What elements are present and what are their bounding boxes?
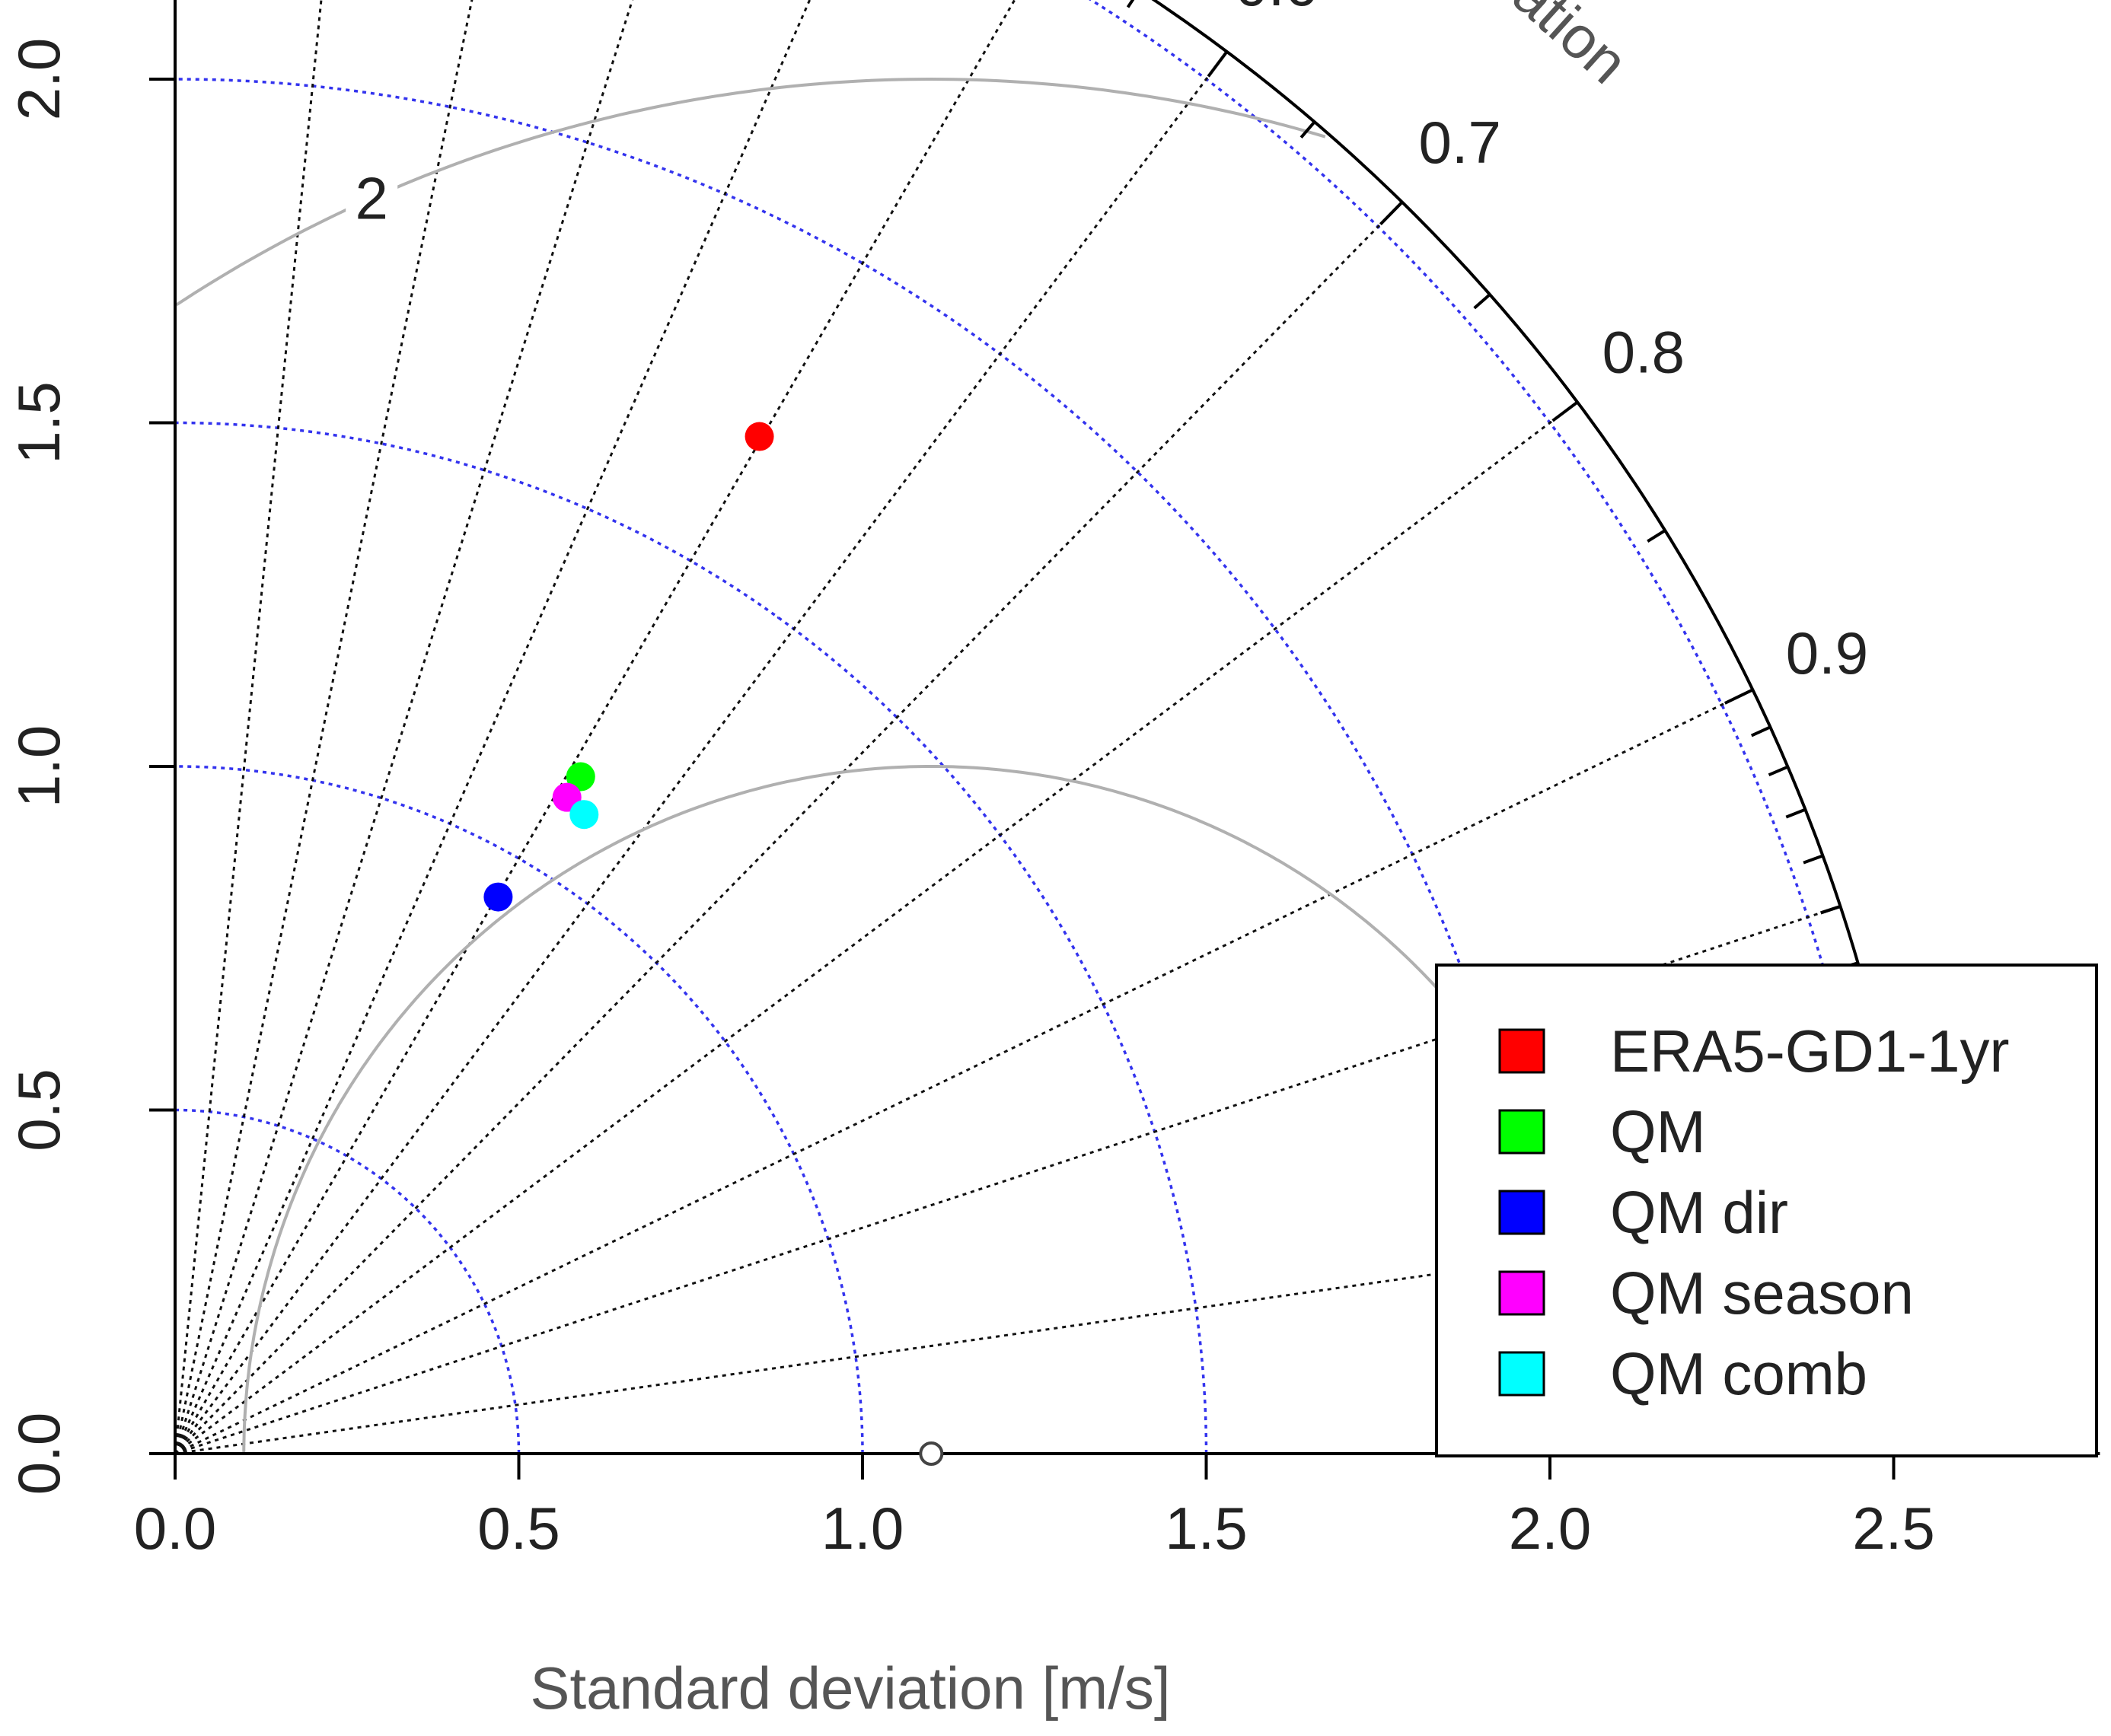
- y-axis-tick-label: 1.5: [5, 381, 72, 463]
- data-point: [566, 762, 595, 792]
- correlation-label: 0.6: [1235, 0, 1317, 18]
- correlation-tick: [1803, 854, 1824, 865]
- correlation-ray: [174, 0, 474, 1454]
- correlation-label: 0.8: [1602, 318, 1685, 385]
- x-axis-tick-label: 0.5: [477, 1495, 560, 1562]
- correlation-ray: [174, 0, 812, 1454]
- legend-label: ERA5-GD1-1yr: [1610, 1018, 2009, 1085]
- legend-swatch: [1498, 1351, 1545, 1397]
- y-axis-tick-label: 0.0: [5, 1413, 72, 1495]
- data-points: [483, 422, 774, 912]
- legend-label: QM comb: [1610, 1340, 1867, 1407]
- correlation-tick: [1473, 293, 1491, 310]
- rmsd-label-bg: [346, 161, 398, 225]
- correlation-tick: [1768, 765, 1789, 777]
- legend-swatch: [1498, 1028, 1545, 1074]
- x-axis-tick-label: 1.0: [821, 1495, 904, 1562]
- x-axis-title: Standard deviation [m/s]: [530, 1655, 1170, 1722]
- correlation-tick: [1750, 725, 1771, 737]
- legend: ERA5-GD1-1yr QM QM dir QM season QM comb: [1435, 964, 2098, 1457]
- correlation-label: 0.7: [1418, 109, 1500, 176]
- correlation-tick: [1299, 120, 1316, 139]
- legend-label: QM season: [1610, 1260, 1914, 1327]
- data-point: [569, 800, 599, 830]
- y-axis-tick-label: 1.0: [5, 725, 72, 807]
- reference-point: [919, 1441, 944, 1466]
- correlation-tick: [1551, 400, 1579, 422]
- y-axis-tick-label: 2.0: [5, 38, 72, 120]
- correlation-ray: [174, 0, 634, 1454]
- correlation-ray: [174, 401, 1579, 1455]
- legend-swatch: [1498, 1109, 1545, 1155]
- legend-label: QM: [1610, 1098, 1706, 1165]
- axes-layer: 0.10.20.30.40.50.60.70.80.90.00.51.01.52…: [5, 0, 2100, 1562]
- rmsd-contour-label: 2: [356, 164, 388, 231]
- sd-circle: [174, 78, 1551, 1454]
- correlation-tick: [1379, 201, 1404, 225]
- x-axis-tick-label: 1.5: [1165, 1495, 1247, 1562]
- correlation-tick: [1785, 807, 1806, 819]
- y-axis-tick-label: 0.5: [5, 1069, 72, 1151]
- correlation-ray: [174, 50, 1228, 1454]
- correlation-ray: [174, 688, 1754, 1455]
- correlation-ray: [174, 0, 1016, 1454]
- legend-swatch: [1498, 1190, 1545, 1235]
- data-point: [483, 882, 513, 912]
- data-point: [745, 422, 774, 451]
- legend-box: [1435, 964, 2098, 1457]
- correlation-tick: [1207, 50, 1229, 78]
- correlation-tick: [1126, 0, 1135, 8]
- correlation-ray: [174, 201, 1403, 1455]
- correlation-ray: [174, 0, 323, 1454]
- correlation-label: 0.9: [1786, 620, 1868, 686]
- legend-label: QM dir: [1610, 1179, 1788, 1246]
- correlation-tick: [1724, 688, 1754, 705]
- legend-swatch: [1498, 1270, 1545, 1316]
- x-axis-tick-label: 2.5: [1852, 1495, 1934, 1562]
- correlation-tick: [1647, 529, 1666, 543]
- sd-circle: [174, 1108, 521, 1454]
- x-axis-tick-label: 2.0: [1509, 1495, 1591, 1562]
- sd-circle: [174, 421, 1208, 1454]
- x-axis-tick-label: 0.0: [134, 1495, 216, 1562]
- correlation-tick: [1820, 905, 1842, 915]
